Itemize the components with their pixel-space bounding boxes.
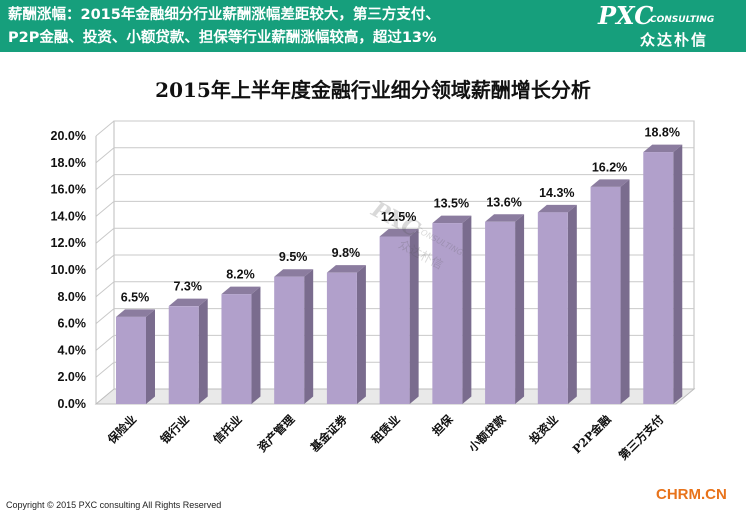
bar-side <box>409 229 419 404</box>
copyright-notice: Copyright © 2015 PXC consulting All Righ… <box>6 500 222 510</box>
x-tick-label: 小额贷款 <box>465 412 508 455</box>
y-tick-label: 8.0% <box>58 290 87 304</box>
bar-front <box>379 236 410 404</box>
y-tick-label: 16.0% <box>51 183 86 197</box>
bar-front <box>116 316 146 404</box>
y-tick-label: 0.0% <box>58 397 87 411</box>
data-label: 18.8% <box>645 126 680 140</box>
y-tick-label: 20.0% <box>51 129 86 143</box>
bar <box>485 214 525 404</box>
data-label: 16.2% <box>592 160 627 174</box>
bar <box>116 309 155 404</box>
logo-subtitle: CONSULTING <box>650 15 715 25</box>
y-axis: 0.0% 2.0% 4.0% 6.0% 8.0% 10.0% 12.0% 14.0% 16.0%… <box>51 129 97 411</box>
bar-side <box>620 179 630 404</box>
bar-front <box>274 276 305 404</box>
bar-front <box>485 221 516 404</box>
bar <box>168 298 208 404</box>
y-tick-label: 2.0% <box>58 370 87 384</box>
bar <box>432 215 472 404</box>
y-tick-label: 14.0% <box>51 209 86 223</box>
gridline <box>95 147 694 164</box>
chart-bars <box>116 144 683 404</box>
bar-side <box>462 215 472 404</box>
gridline <box>95 174 694 190</box>
bar-top <box>485 214 525 222</box>
x-tick-label: 资产管理 <box>255 412 298 455</box>
data-label: 12.5% <box>381 210 416 224</box>
bar-top <box>221 286 261 295</box>
header-headline-line-2: P2P金融、投资、小额贷款、担保等行业薪酬涨幅较高，超过13% <box>8 30 437 46</box>
x-tick-label: 基金证券 <box>307 412 350 455</box>
bar <box>537 204 577 404</box>
bar-top <box>432 215 472 224</box>
x-tick-label: 租赁业 <box>368 412 403 447</box>
bar-top <box>168 298 208 307</box>
bar-front <box>432 223 463 404</box>
bar <box>274 269 314 404</box>
data-label: 14.3% <box>539 186 574 200</box>
header-headline-line-1: 薪酬涨幅：2015年金融细分行业薪酬涨幅差距较大，第三方支付、 <box>8 7 440 23</box>
x-tick-label: 银行业 <box>158 412 193 447</box>
bar-side <box>251 286 261 404</box>
bar <box>590 179 630 404</box>
x-tick-label: 信托业 <box>210 412 245 447</box>
chart-data-labels: 6.5% 7.3% 8.2% 9.5% 9.8% 12.5% 13.5% 13.6% 14.3%… <box>121 126 680 305</box>
logo-mark: PXC <box>598 1 654 30</box>
data-label: 13.6% <box>486 195 521 209</box>
y-tick-label: 6.0% <box>58 317 87 331</box>
bar-side <box>304 269 314 404</box>
y-tick-label: 12.0% <box>51 236 86 250</box>
data-label: 9.8% <box>332 246 361 260</box>
bar-top <box>326 265 366 273</box>
data-label: 7.3% <box>173 280 202 294</box>
x-tick-label: 第三方支付 <box>616 412 667 463</box>
data-label: 13.5% <box>434 197 469 211</box>
bar <box>326 265 366 404</box>
bar <box>643 144 683 404</box>
bar-top <box>643 144 683 153</box>
x-axis: 保险业 银行业 信托业 资产管理 基金证券 租赁业 担保 小额贷款 投资业 P2P金融 第三方支付 <box>104 412 667 463</box>
bar-front <box>221 294 252 404</box>
bar-top <box>274 269 314 277</box>
y-tick-label: 10.0% <box>51 263 86 277</box>
bar-front <box>326 272 357 404</box>
x-tick-label: 投资业 <box>527 412 562 447</box>
bar-side <box>356 265 366 404</box>
y-tick-label: 18.0% <box>51 156 86 170</box>
header-banner: 薪酬涨幅：2015年金融细分行业薪酬涨幅差距较大，第三方支付、 P2P金融、投资… <box>0 0 746 52</box>
bar-front <box>643 152 674 404</box>
data-label: 6.5% <box>121 290 150 304</box>
site-watermark: CHRM.CN <box>656 486 727 503</box>
x-tick-label: P2P金融 <box>570 412 614 456</box>
bar-side <box>673 144 683 404</box>
chart-title: 2015年上半年度金融行业细分领域薪酬增长分析 <box>155 78 591 102</box>
bar-side <box>198 298 208 404</box>
gridline <box>95 200 694 217</box>
bar-top <box>537 204 577 213</box>
data-label: 8.2% <box>226 268 255 282</box>
bar-front <box>168 306 199 404</box>
logo-chinese-name: 众达朴信 <box>640 31 709 49</box>
data-label: 9.5% <box>279 250 308 264</box>
x-tick-label: 保险业 <box>104 412 139 447</box>
y-tick-label: 4.0% <box>58 343 87 357</box>
bar-front <box>590 186 621 404</box>
bar <box>221 286 261 404</box>
gridline <box>95 120 694 137</box>
bar-front <box>537 212 568 404</box>
bar <box>379 229 419 404</box>
bar-side <box>515 214 525 404</box>
bar-top <box>590 179 630 187</box>
bar-side <box>146 309 155 404</box>
bar-side <box>567 204 577 404</box>
bar-top <box>379 229 419 237</box>
x-tick-label: 担保 <box>429 412 456 439</box>
bar-top <box>116 309 155 317</box>
